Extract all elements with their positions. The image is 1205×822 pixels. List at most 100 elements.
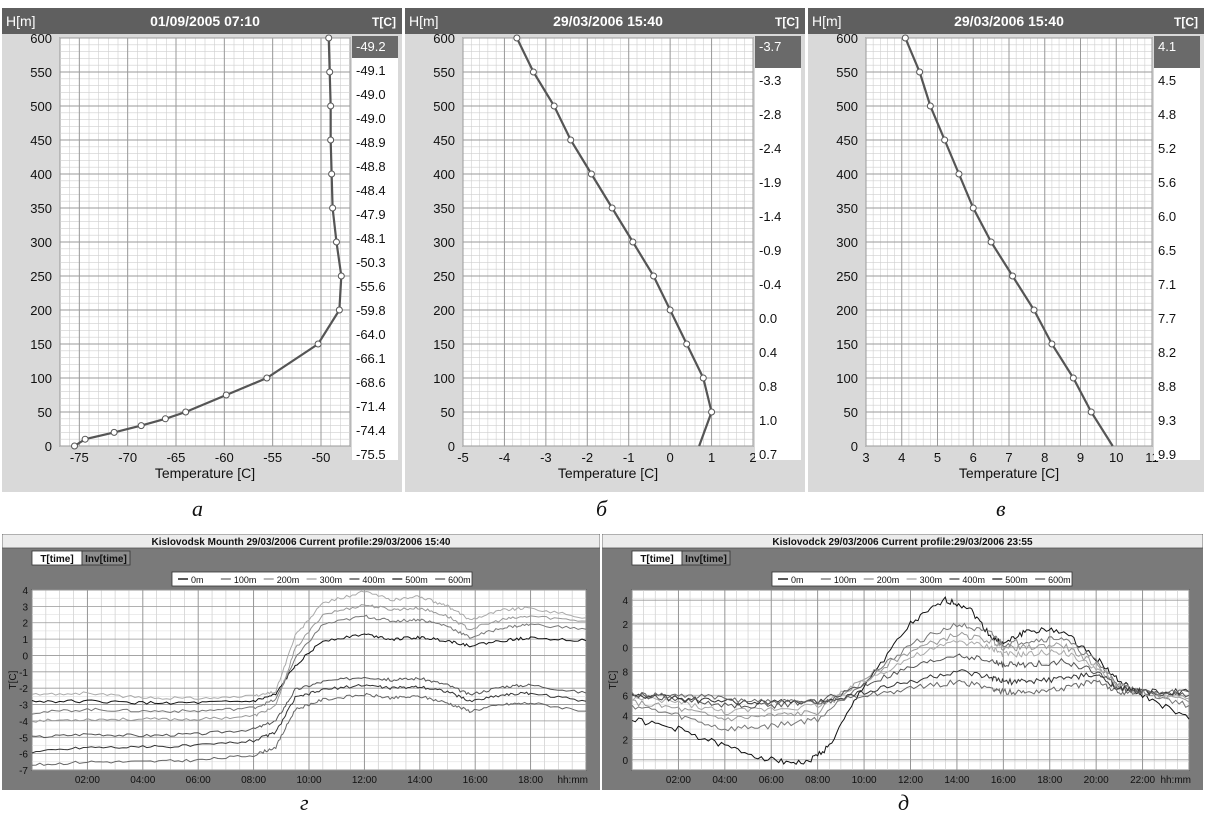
data-point: [1048, 340, 1056, 348]
series-line-600m: [631, 679, 1190, 705]
side-value: -0.9: [759, 243, 781, 258]
x-axis-label: Temperature [C]: [959, 465, 1059, 481]
series-line-0m: [631, 596, 1190, 766]
x-tick-label: 10:00: [852, 775, 877, 786]
y-tick-label: 100: [836, 371, 858, 386]
x-tick-label: 18:00: [1037, 775, 1062, 786]
side-value: -1.9: [759, 175, 781, 190]
data-point: [550, 102, 558, 110]
side-value: -64.0: [356, 327, 386, 342]
x-tick-label: -4: [499, 450, 511, 465]
x-tick-label: -75: [70, 450, 89, 465]
legend-label: 400m: [362, 575, 385, 585]
side-label: T[C]: [372, 15, 396, 29]
caption-d: д: [898, 790, 910, 815]
chart-title: Kislovodck 29/03/2006 Current profile:29…: [772, 537, 1033, 548]
data-point: [327, 136, 335, 144]
y-tick-label: 2: [622, 735, 628, 746]
chart-title: 29/03/2006 15:40: [553, 13, 663, 29]
legend-label: 600m: [448, 575, 471, 585]
side-value: -49.0: [356, 87, 386, 102]
legend-label: 400m: [962, 575, 985, 585]
side-value-highlight: [755, 36, 801, 68]
data-point: [335, 306, 343, 314]
y-tick-label: 150: [30, 337, 52, 352]
time-chart-g: Kislovodsk Mounth 29/03/2006 Current pro…: [1, 533, 601, 790]
data-point: [137, 422, 145, 430]
caption-b: б: [596, 496, 608, 521]
x-tick-label: 5: [934, 450, 941, 465]
chart-title: Kislovodsk Mounth 29/03/2006 Current pro…: [151, 537, 450, 548]
side-value: -2.4: [759, 141, 781, 156]
data-point: [328, 170, 336, 178]
x-tick-label: 10:00: [296, 775, 321, 786]
y-tick-label: 200: [433, 303, 455, 318]
y-tick-label: 250: [433, 269, 455, 284]
caption-a: а: [192, 496, 203, 521]
y-tick-label: 1: [22, 635, 28, 646]
y-tick-label: 400: [836, 167, 858, 182]
tab-t-time-label: T[time]: [40, 554, 73, 565]
side-value-column: [1154, 38, 1200, 460]
y-tick-label: 50: [441, 405, 455, 420]
side-value: 4.1: [1158, 39, 1176, 54]
data-point: [81, 435, 89, 443]
side-value: 6.0: [1158, 209, 1176, 224]
side-value: -49.1: [356, 63, 386, 78]
x-tick-label: -65: [167, 450, 186, 465]
y-axis-label: H[m]: [409, 13, 439, 29]
side-value: 0.7: [759, 447, 777, 462]
x-tick-label: 14:00: [407, 775, 432, 786]
data-point: [1087, 408, 1095, 416]
side-value: -75.5: [356, 447, 386, 462]
y-tick-label: 0: [45, 439, 52, 454]
x-tick-label: -2: [582, 450, 594, 465]
x-axis-label: Temperature [C]: [558, 465, 658, 481]
side-value: 6.5: [1158, 243, 1176, 258]
data-point: [513, 34, 521, 42]
x-tick-label: 7: [1005, 450, 1012, 465]
y-tick-label: 350: [30, 201, 52, 216]
data-point: [587, 170, 595, 178]
legend-label: 500m: [1005, 575, 1028, 585]
data-point: [222, 391, 230, 399]
x-tick-label: -50: [312, 450, 331, 465]
y-tick-label: 4: [22, 586, 28, 597]
data-point: [1009, 272, 1017, 280]
y-tick-label: 450: [433, 133, 455, 148]
x-tick-label: 10: [1109, 450, 1123, 465]
y-tick-label: -4: [19, 717, 28, 728]
data-point: [332, 238, 340, 246]
x-tick-label: 06:00: [759, 775, 784, 786]
side-value: -71.4: [356, 399, 386, 414]
side-value: 0.4: [759, 345, 777, 360]
side-value: 9.3: [1158, 413, 1176, 428]
y-axis-label: H[m]: [812, 13, 842, 29]
y-tick-label: 2: [22, 619, 28, 630]
tab-inv-time-label: Inv[time]: [685, 554, 727, 565]
y-tick-label: -5: [19, 733, 28, 744]
data-point: [71, 442, 78, 450]
legend-box: [171, 571, 473, 587]
x-tick-label: 06:00: [186, 775, 211, 786]
x-tick-label: 9: [1077, 450, 1084, 465]
side-value: -0.4: [759, 277, 781, 292]
y-tick-label: 400: [433, 167, 455, 182]
x-tick-label: 02:00: [666, 775, 691, 786]
y-tick-label: 350: [433, 201, 455, 216]
data-point: [708, 408, 716, 416]
y-tick-label: 300: [836, 235, 858, 250]
y-tick-label: 300: [30, 235, 52, 250]
y-tick-label: 250: [30, 269, 52, 284]
x-tick-label: 04:00: [130, 775, 155, 786]
data-point: [629, 238, 637, 246]
y-tick-label: -6: [19, 750, 28, 761]
y-tick-label: 500: [433, 99, 455, 114]
y-tick-label: 4: [622, 596, 628, 607]
series-line-200m: [31, 604, 587, 723]
y-tick-label: 250: [836, 269, 858, 284]
profile-chart-v-svg: H[m] 29/03/2006 15:40 T[C]3 4 5 6 7 8 9 10 1105010…: [808, 8, 1204, 492]
y-tick-label: 50: [38, 405, 52, 420]
y-tick-label: 100: [30, 371, 52, 386]
y-tick-label: -1: [19, 668, 28, 679]
